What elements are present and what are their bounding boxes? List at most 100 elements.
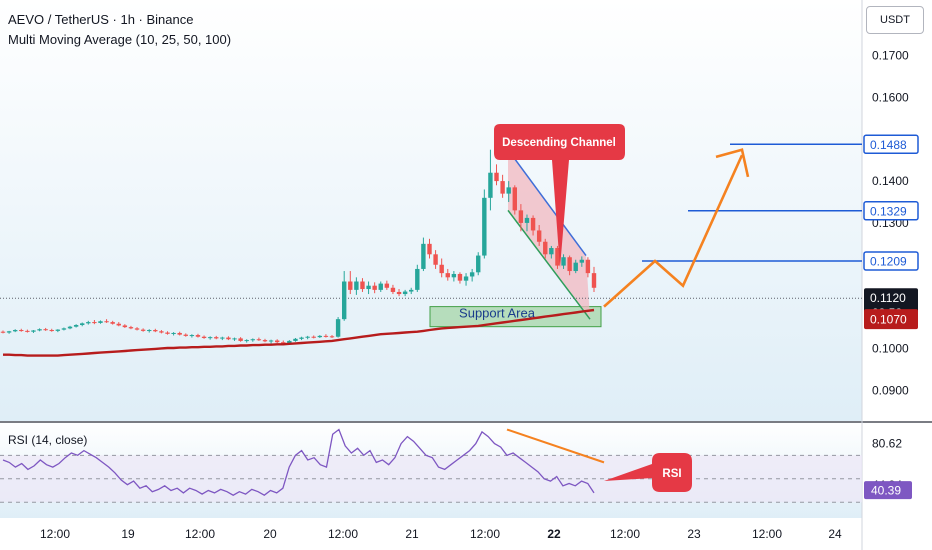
candle-body xyxy=(171,332,176,334)
candle-body xyxy=(567,257,572,272)
candle-body xyxy=(463,276,469,281)
price-tick-label: 0.1400 xyxy=(872,174,909,188)
candle-body xyxy=(98,321,103,323)
symbol-title[interactable]: AEVO / TetherUS · 1h · Binance xyxy=(8,12,194,27)
candle-body xyxy=(43,329,48,331)
price-plot: Support Area Descending Channel xyxy=(0,124,862,357)
rsi-divergence-line xyxy=(506,428,605,464)
ma-price-label: 0.1070 xyxy=(870,313,907,327)
rsi-callout-label: RSI xyxy=(662,468,681,480)
rsi-value-tag-box xyxy=(864,481,912,500)
chart-header: AEVO / TetherUS · 1h · Binance Multi Mov… xyxy=(8,10,231,50)
candle-body xyxy=(360,281,365,290)
candle-body xyxy=(140,329,146,331)
time-tick-label: 19 xyxy=(121,527,135,541)
candle-body xyxy=(262,340,268,342)
candle-body xyxy=(409,289,414,292)
candle-body xyxy=(73,325,79,327)
candle-body xyxy=(134,328,140,330)
time-tick-label: 12:00 xyxy=(470,527,500,541)
candle-body xyxy=(256,339,262,341)
time-tick-label: 12:00 xyxy=(752,527,782,541)
time-tick-label: 12:00 xyxy=(328,527,358,541)
candle-body xyxy=(189,335,195,337)
candle-body xyxy=(396,291,402,295)
candle-body xyxy=(153,330,158,332)
candle-body xyxy=(116,323,121,326)
candle-body xyxy=(591,273,597,288)
candle-body xyxy=(67,326,73,329)
rsi-plot: RSI xyxy=(0,428,862,503)
price-tag-label: 0.1209 xyxy=(870,254,907,268)
candle-body xyxy=(165,332,170,334)
time-tick-label: 12:00 xyxy=(185,527,215,541)
candle-body xyxy=(25,330,30,332)
time-axis[interactable]: 12:00 19 12:00 20 12:00 21 12:00 22 12:00 23 12:00… xyxy=(40,527,842,541)
price-tag-box xyxy=(863,251,919,271)
price-tags: 0.14880.13290.12090.112003:520.107080.62… xyxy=(863,134,919,500)
currency-selector[interactable]: USDT xyxy=(866,6,924,34)
candle-body xyxy=(122,325,128,328)
candle-body xyxy=(421,243,426,269)
candle-body xyxy=(19,330,24,332)
candle-body xyxy=(354,281,359,290)
price-tag-label: 0.1488 xyxy=(870,138,907,152)
candle-body xyxy=(341,281,347,320)
candle-body xyxy=(323,335,329,337)
candle-body xyxy=(482,197,487,256)
descending-channel-label: Descending Channel xyxy=(502,137,616,149)
candle-body xyxy=(457,273,463,281)
candle-body xyxy=(250,339,256,341)
candle-body xyxy=(476,255,481,273)
candle-body xyxy=(427,243,432,255)
price-tick-label: 0.1600 xyxy=(872,90,909,104)
time-tick-label: 23 xyxy=(687,527,701,541)
rsi-legend[interactable]: RSI (14, close) xyxy=(8,433,88,447)
candle-body xyxy=(92,322,97,324)
candle-body xyxy=(445,273,450,278)
projection-arrowhead xyxy=(715,148,750,178)
candle-body xyxy=(390,287,396,292)
projection-path xyxy=(603,154,744,308)
candle-body xyxy=(549,248,554,255)
candle-body xyxy=(469,272,475,277)
candle-body xyxy=(293,338,298,341)
candle-body xyxy=(238,338,243,341)
candle-body xyxy=(348,281,353,290)
rsi-line xyxy=(2,428,595,496)
support-area-label: Support Area xyxy=(459,305,536,320)
candle-body xyxy=(214,337,219,339)
indicator-legend[interactable]: Multi Moving Average (10, 25, 50, 100) xyxy=(8,32,232,47)
candle-body xyxy=(207,337,213,339)
support-area-box xyxy=(429,306,602,328)
time-tick-label: 12:00 xyxy=(40,527,70,541)
candle-body xyxy=(37,329,42,331)
candle-body xyxy=(335,319,341,337)
candle-body xyxy=(518,210,524,223)
price-tick-label: 0.1700 xyxy=(872,49,909,63)
candle-body xyxy=(378,283,383,290)
candle-body xyxy=(104,321,109,323)
candle-body xyxy=(433,254,438,265)
candle-body xyxy=(244,340,249,342)
candle-body xyxy=(512,187,517,211)
candle-body xyxy=(573,262,578,272)
moving-average-line xyxy=(3,308,595,357)
candle-body xyxy=(561,257,566,266)
candle-body xyxy=(329,336,335,338)
rsi-band xyxy=(0,455,862,503)
descending-channel-callout xyxy=(494,124,625,268)
price-tick-label: 0.1000 xyxy=(872,341,909,355)
candle-body xyxy=(281,342,286,344)
candle-body xyxy=(494,172,499,182)
candle-body xyxy=(128,327,134,329)
candle-body xyxy=(201,336,207,338)
candle-body xyxy=(159,331,164,333)
current-price-label: 0.1120 xyxy=(870,291,906,305)
candle-body xyxy=(299,337,304,339)
candle-body xyxy=(183,334,188,336)
candle-body xyxy=(506,187,511,194)
candle-body xyxy=(80,323,85,326)
